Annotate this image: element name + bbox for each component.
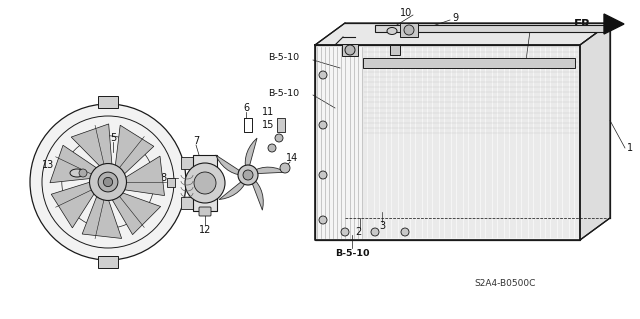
Bar [167, 178, 175, 187]
Ellipse shape [387, 27, 397, 34]
Bar [390, 45, 400, 55]
Polygon shape [82, 197, 122, 238]
Polygon shape [219, 181, 246, 200]
Circle shape [345, 45, 355, 55]
Circle shape [243, 170, 253, 180]
Polygon shape [115, 125, 154, 174]
Text: B-5-10: B-5-10 [335, 249, 369, 258]
FancyBboxPatch shape [199, 207, 211, 216]
Bar [181, 157, 196, 169]
Text: 13: 13 [42, 160, 54, 170]
Text: 5: 5 [110, 133, 116, 143]
Bar [98, 96, 118, 108]
Bar [363, 58, 575, 68]
Polygon shape [255, 167, 286, 174]
Circle shape [401, 228, 409, 236]
Circle shape [194, 172, 216, 194]
Text: 3: 3 [379, 221, 385, 231]
Bar [375, 25, 605, 32]
Circle shape [319, 71, 327, 79]
Polygon shape [252, 180, 263, 210]
Polygon shape [580, 23, 610, 240]
Circle shape [238, 165, 258, 185]
Polygon shape [216, 155, 241, 175]
Text: 2: 2 [355, 227, 361, 237]
Circle shape [268, 144, 276, 152]
Polygon shape [245, 138, 257, 167]
Circle shape [79, 169, 87, 177]
Polygon shape [604, 14, 624, 34]
Text: 7: 7 [193, 136, 199, 146]
Circle shape [319, 171, 327, 179]
Circle shape [30, 104, 186, 260]
Text: 11: 11 [262, 107, 274, 117]
Text: 6: 6 [243, 103, 249, 113]
Circle shape [371, 228, 379, 236]
Circle shape [319, 121, 327, 129]
Text: 8: 8 [160, 173, 166, 183]
Polygon shape [113, 193, 161, 235]
Text: B-5-10: B-5-10 [268, 54, 299, 63]
Bar [315, 45, 580, 240]
Bar [342, 44, 358, 56]
Bar [181, 197, 196, 209]
Circle shape [341, 228, 349, 236]
Circle shape [90, 164, 127, 200]
Text: 10: 10 [400, 8, 412, 18]
Polygon shape [71, 124, 112, 166]
Circle shape [104, 177, 113, 187]
Ellipse shape [70, 169, 84, 177]
Circle shape [280, 163, 290, 173]
Circle shape [185, 163, 225, 203]
Text: S2A4-B0500C: S2A4-B0500C [474, 278, 536, 287]
Bar [277, 118, 285, 132]
Text: B-5-10: B-5-10 [268, 88, 299, 98]
Polygon shape [125, 156, 164, 196]
Text: 14: 14 [286, 153, 298, 163]
Bar [193, 155, 217, 211]
Text: 15: 15 [262, 120, 274, 130]
Text: 1: 1 [627, 143, 633, 153]
Text: 12: 12 [199, 225, 211, 235]
Text: 4: 4 [527, 60, 533, 70]
Circle shape [275, 134, 283, 142]
Circle shape [404, 25, 414, 35]
Text: FR.: FR. [574, 18, 596, 31]
Bar [400, 23, 418, 37]
Polygon shape [315, 23, 610, 45]
Polygon shape [50, 145, 96, 183]
Bar [98, 256, 118, 268]
Polygon shape [51, 182, 94, 228]
Circle shape [319, 216, 327, 224]
Text: 9: 9 [452, 13, 458, 23]
Circle shape [98, 172, 118, 192]
